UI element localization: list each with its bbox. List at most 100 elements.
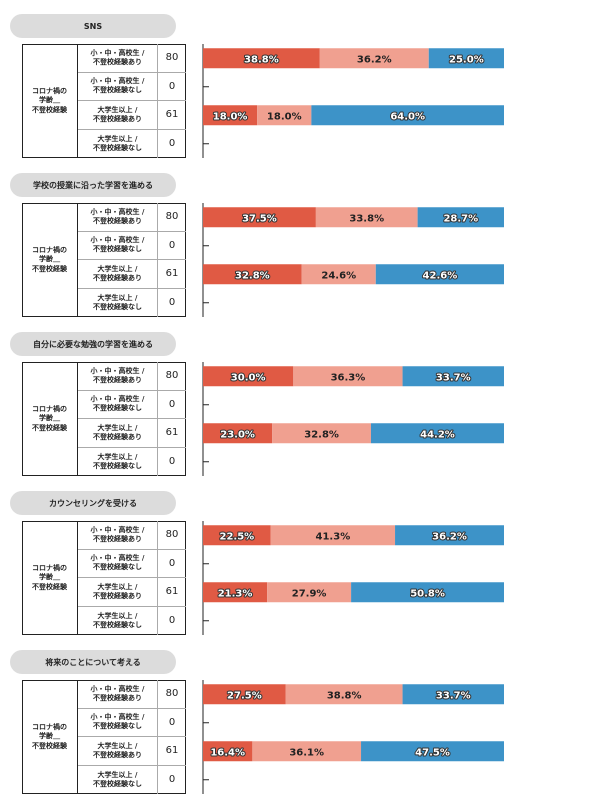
- value-label: 25.0%: [449, 54, 484, 65]
- count-label: 0: [158, 709, 186, 737]
- panel-title: カウンセリングを受ける: [10, 491, 176, 515]
- count-label: 61: [158, 737, 186, 766]
- count-label: 0: [158, 550, 186, 578]
- category-label: 大学生以上 / 不登校経験なし: [78, 606, 158, 635]
- count-label: 80: [158, 203, 186, 232]
- bar-segment: [402, 366, 504, 387]
- value-label: 33.7%: [436, 690, 471, 701]
- count-label: 0: [158, 73, 186, 101]
- value-label: 50.8%: [410, 588, 445, 599]
- bar-segment: [252, 741, 362, 762]
- panel-title: 将来のことについて考える: [10, 650, 176, 674]
- category-label: 大学生以上 / 不登校経験なし: [78, 765, 158, 794]
- table: [22, 362, 186, 476]
- bar-segment: [319, 48, 429, 69]
- value-label: 18.0%: [213, 111, 248, 122]
- value-label: 27.5%: [227, 690, 262, 701]
- count-label: 0: [168, 138, 176, 150]
- count-label: 61: [158, 419, 186, 448]
- value-label: 44.2%: [420, 429, 455, 440]
- value-label: 24.6%: [321, 270, 356, 281]
- count-label: 0: [168, 456, 176, 468]
- bar-segment: [203, 741, 253, 762]
- bar-segment: [257, 105, 312, 126]
- category-label: 大学生以上 / 不登校経験あり: [78, 101, 158, 130]
- table: [22, 521, 186, 635]
- bar-segment: [203, 105, 258, 126]
- group-label: コロナ禍の 学齢＿ 不登校経験: [22, 203, 78, 317]
- bar-segment: [203, 366, 294, 387]
- value-label: 36.3%: [331, 372, 366, 383]
- category-label: 大学生以上 / 不登校経験なし: [78, 129, 158, 158]
- value-label: 38.8%: [244, 54, 279, 65]
- panel-title: 自分に必要な勉強の学習を進める: [10, 332, 176, 356]
- value-label: 33.7%: [436, 372, 471, 383]
- bar-segment: [203, 48, 320, 69]
- count-label: 61: [158, 578, 186, 607]
- count-label: 80: [158, 362, 186, 391]
- value-label: 42.6%: [423, 270, 458, 281]
- bar-segment: [301, 264, 376, 285]
- count-label: 61: [158, 260, 186, 289]
- group-label: コロナ禍の 学齢＿ 不登校経験: [22, 521, 78, 635]
- category-label: 大学生以上 / 不登校経験なし: [78, 288, 158, 317]
- count-label: 0: [158, 391, 186, 419]
- category-label: 大学生以上 / 不登校経験あり: [78, 737, 158, 766]
- bar-segment: [402, 684, 504, 705]
- value-label: 27.9%: [292, 588, 327, 599]
- value-label: 36.2%: [357, 54, 392, 65]
- bar-segment: [375, 264, 504, 285]
- category-label: 大学生以上 / 不登校経験あり: [78, 260, 158, 289]
- bar-segment: [395, 525, 504, 546]
- group-label: コロナ禍の 学齢＿ 不登校経験: [22, 680, 78, 794]
- count-label: 80: [158, 44, 186, 73]
- category-label: 小・中・高校生 / 不登校経験あり: [78, 44, 158, 73]
- bar-segment: [315, 207, 418, 228]
- value-label: 64.0%: [390, 111, 425, 122]
- group-label: コロナ禍の 学齢＿ 不登校経験: [22, 44, 78, 158]
- bar-segment: [293, 366, 403, 387]
- count-label: 61: [158, 101, 186, 130]
- bar-segment: [203, 525, 271, 546]
- bar-segment: [270, 525, 396, 546]
- bar-segment: [267, 582, 352, 603]
- bar-segment: [311, 105, 504, 126]
- value-label: 47.5%: [415, 747, 450, 758]
- value-label: 38.8%: [327, 690, 362, 701]
- bar-segment: [203, 423, 273, 444]
- value-label: 16.4%: [210, 747, 245, 758]
- bar-segment: [285, 684, 403, 705]
- bar-segment: [203, 207, 316, 228]
- panel-title: 学校の授業に沿った学習を進める: [10, 173, 176, 197]
- category-label: 大学生以上 / 不登校経験あり: [78, 578, 158, 607]
- category-label: 大学生以上 / 不登校経験あり: [78, 419, 158, 448]
- bar-segment: [428, 48, 504, 69]
- value-label: 30.0%: [231, 372, 266, 383]
- bar-segment: [417, 207, 504, 228]
- bar-segment: [361, 741, 504, 762]
- count-label: 0: [168, 615, 176, 627]
- bar-segment: [272, 423, 371, 444]
- value-label: 23.0%: [220, 429, 255, 440]
- value-label: 18.0%: [267, 111, 302, 122]
- value-label: 33.8%: [349, 213, 384, 224]
- table: [22, 203, 186, 317]
- count-label: 80: [158, 521, 186, 550]
- table: [22, 44, 186, 158]
- value-label: 32.8%: [304, 429, 339, 440]
- count-label: 80: [158, 680, 186, 709]
- value-label: 22.5%: [220, 531, 255, 542]
- bar-segment: [351, 582, 504, 603]
- category-label: 小・中・高校生 / 不登校経験なし: [78, 231, 158, 260]
- bar-segment: [203, 684, 286, 705]
- category-label: 小・中・高校生 / 不登校経験あり: [78, 362, 158, 391]
- category-label: 小・中・高校生 / 不登校経験なし: [78, 72, 158, 101]
- category-label: 小・中・高校生 / 不登校経験あり: [78, 203, 158, 232]
- value-label: 37.5%: [242, 213, 277, 224]
- table: [22, 680, 186, 794]
- value-label: 28.7%: [443, 213, 478, 224]
- bar-segment: [203, 582, 268, 603]
- value-label: 41.3%: [316, 531, 351, 542]
